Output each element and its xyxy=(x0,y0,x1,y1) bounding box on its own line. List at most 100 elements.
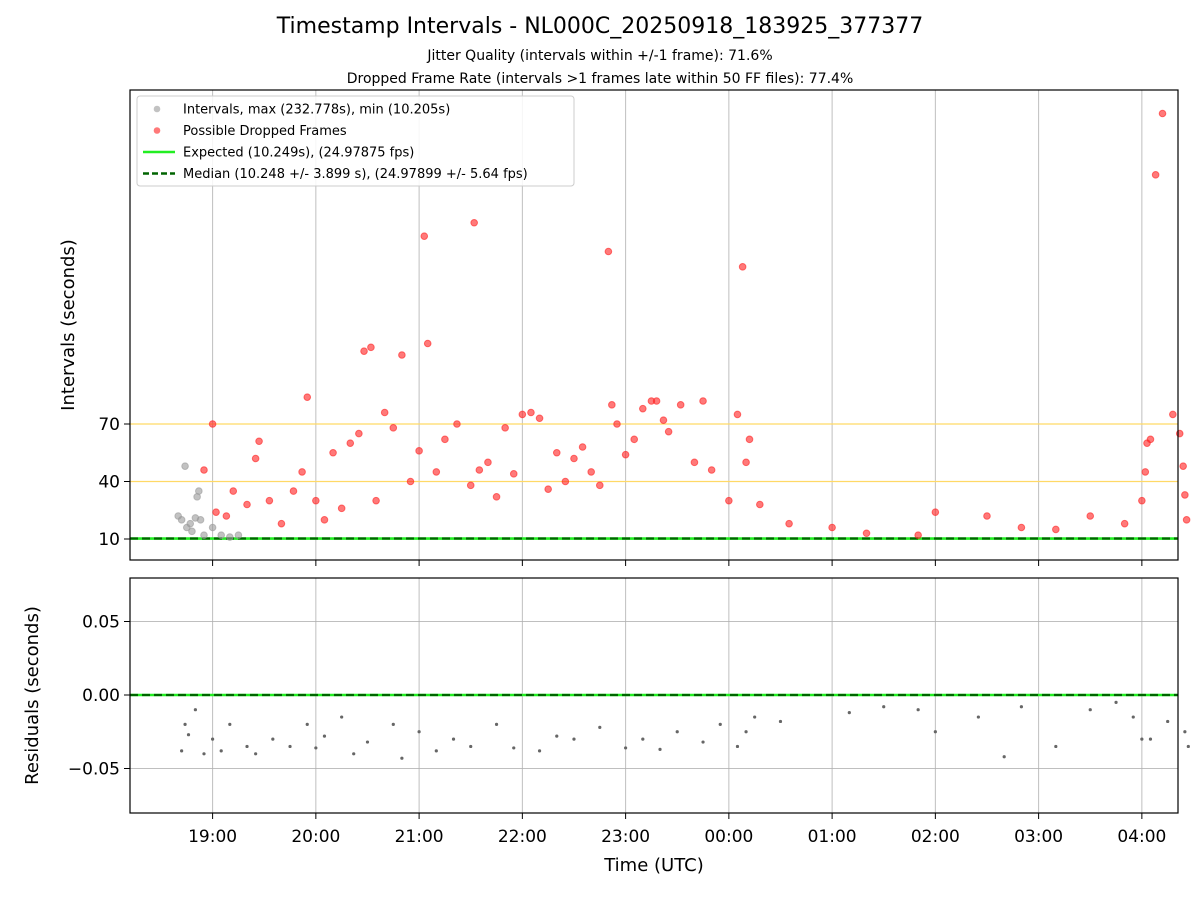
data-point xyxy=(423,339,432,348)
y-axis-label: Residuals (seconds) xyxy=(22,606,43,785)
data-point xyxy=(494,722,499,727)
data-point xyxy=(372,496,380,505)
data-point xyxy=(389,424,398,432)
data-point xyxy=(228,722,232,727)
data-point xyxy=(931,508,940,516)
data-point xyxy=(572,737,576,741)
data-point xyxy=(417,730,421,734)
data-point xyxy=(289,487,298,495)
data-point xyxy=(226,533,234,541)
data-point xyxy=(360,347,368,355)
data-point xyxy=(329,448,337,457)
data-point xyxy=(451,737,456,741)
data-point xyxy=(305,722,309,727)
data-point xyxy=(434,749,438,753)
data-point xyxy=(756,500,764,509)
data-point xyxy=(181,462,189,470)
y-tick-label: −0.05 xyxy=(68,760,120,780)
panel-1: 0.05 0.00 −0.05 Residuals (seconds) xyxy=(22,577,1190,819)
data-point xyxy=(652,397,661,405)
data-point xyxy=(914,531,922,539)
data-point xyxy=(1017,523,1026,532)
y-axis-label: Intervals (seconds) xyxy=(58,239,79,411)
x-tick-label: 00:00 xyxy=(704,827,753,847)
series-1 xyxy=(200,109,1191,539)
data-point xyxy=(725,496,733,505)
x-tick-label: 04:00 xyxy=(1117,827,1166,847)
data-point xyxy=(561,477,570,486)
plot-frame xyxy=(129,89,1179,561)
data-point xyxy=(340,715,344,719)
data-point xyxy=(441,435,449,444)
data-point xyxy=(537,749,542,753)
data-point xyxy=(1181,491,1189,499)
data-point xyxy=(432,468,441,476)
data-point xyxy=(200,466,208,474)
data-point xyxy=(391,722,395,727)
x-tick-label: 01:00 xyxy=(808,827,857,847)
data-point xyxy=(196,516,205,524)
data-point xyxy=(355,429,363,438)
data-point xyxy=(742,458,750,467)
legend-entry: Expected (10.249s), (24.97875 fps) xyxy=(183,146,414,161)
data-point xyxy=(1019,705,1024,709)
data-point xyxy=(470,218,478,227)
data-point xyxy=(658,747,662,751)
data-point xyxy=(862,529,871,538)
data-point xyxy=(518,410,527,419)
data-point xyxy=(312,496,320,505)
data-point xyxy=(303,393,312,401)
x-tick-label: 22:00 xyxy=(498,827,547,847)
data-point xyxy=(193,708,197,712)
data-point xyxy=(664,427,673,436)
x-tick-label: 19:00 xyxy=(188,827,237,847)
data-point xyxy=(466,481,475,490)
data-point xyxy=(847,711,851,715)
data-point xyxy=(277,519,286,528)
data-point xyxy=(1179,462,1187,470)
data-point xyxy=(882,705,886,709)
legend-entry: Possible Dropped Frames xyxy=(183,124,347,139)
data-point xyxy=(983,512,991,520)
chart-subtitle-jitter: Jitter Quality (intervals within +/-1 fr… xyxy=(427,48,773,64)
x-axis-label: Time (UTC) xyxy=(603,855,704,876)
data-point xyxy=(492,493,501,501)
x-tick-label: 23:00 xyxy=(601,827,650,847)
data-point xyxy=(701,740,705,744)
y-tick-label: 0.05 xyxy=(82,613,120,633)
data-point xyxy=(475,466,484,474)
data-point xyxy=(676,401,685,409)
data-point xyxy=(314,746,318,750)
data-point xyxy=(1151,171,1160,179)
data-point xyxy=(1054,744,1058,749)
data-point xyxy=(778,719,783,724)
data-point xyxy=(271,737,275,741)
data-point xyxy=(420,232,429,240)
data-point xyxy=(641,737,645,741)
data-point xyxy=(400,756,404,760)
data-point xyxy=(1052,525,1060,534)
data-point xyxy=(186,733,191,737)
data-point xyxy=(251,454,260,463)
data-point xyxy=(208,420,217,428)
y-tick-label: 40 xyxy=(98,473,120,493)
data-point xyxy=(744,730,748,734)
data-point xyxy=(630,435,639,444)
x-tick-label: 21:00 xyxy=(395,827,444,847)
data-point xyxy=(1148,737,1153,741)
data-point xyxy=(570,454,578,463)
data-point xyxy=(707,466,716,474)
data-point xyxy=(745,435,754,444)
data-point xyxy=(398,351,406,359)
data-point xyxy=(624,746,628,750)
data-point xyxy=(608,401,616,409)
data-point xyxy=(177,516,186,524)
data-point xyxy=(202,752,206,756)
data-point xyxy=(1158,109,1167,118)
data-point xyxy=(406,477,415,486)
data-point xyxy=(211,737,215,741)
data-point xyxy=(1114,700,1118,704)
data-point xyxy=(1183,730,1187,734)
data-point xyxy=(785,519,793,528)
x-tick-label: 20:00 xyxy=(291,827,340,847)
